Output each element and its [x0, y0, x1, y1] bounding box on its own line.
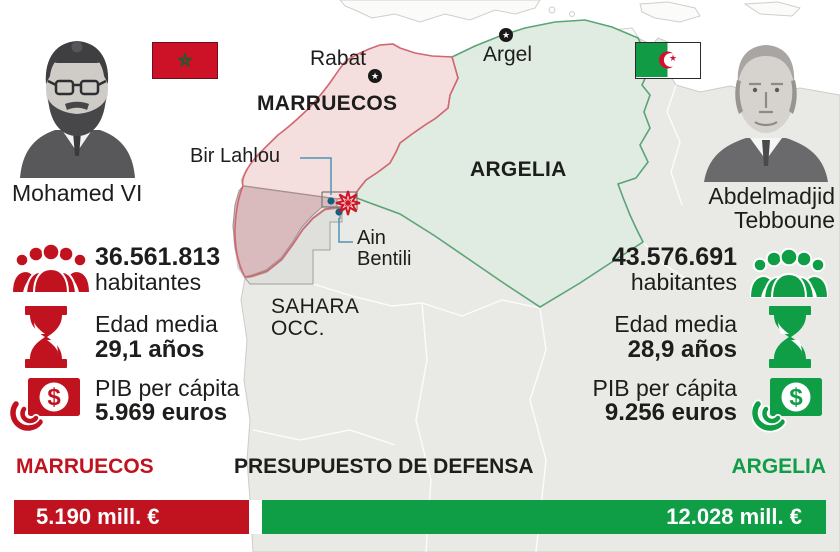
ain-bentili-label: Ain Bentili	[357, 227, 412, 270]
median-age-icon	[769, 306, 811, 368]
defense-algeria-label: ARGELIA	[731, 455, 827, 478]
berm-line	[234, 185, 355, 278]
morocco-budget-bar: 5.190 mill. €	[14, 500, 249, 534]
leader-lines	[300, 157, 353, 243]
algeria-flag	[635, 42, 701, 79]
algeria-map-label: ARGELIA	[470, 158, 567, 181]
morocco-map-label: MARRUECOS	[257, 92, 398, 115]
algiers-label: Argel	[483, 43, 533, 66]
gdp-icon: $	[752, 378, 822, 433]
svg-text:$: $	[47, 384, 61, 411]
defense-title: PRESUPUESTO DE DEFENSA	[234, 455, 534, 478]
country-borders	[252, 84, 723, 552]
tebboune-portrait	[704, 45, 828, 182]
western-sahara-label: SAHARA OCC.	[271, 295, 360, 340]
algeria-gdp-label: PIB per cápita	[592, 375, 737, 401]
morocco-age-label: Edad media	[95, 311, 218, 337]
algeria-flag-emblem-icon	[636, 43, 678, 77]
morocco-population-value: 36.561.813	[95, 243, 221, 271]
gdp-icon: $	[10, 378, 80, 433]
morocco-gdp-value: 5.969 euros	[95, 399, 228, 426]
population-icon	[12, 243, 90, 293]
algeria-age-value: 28,9 años	[627, 336, 737, 363]
median-age-icon	[25, 306, 67, 368]
population-icon	[750, 248, 828, 298]
morocco-flag	[152, 42, 218, 79]
morocco-gdp-label: PIB per cápita	[95, 375, 240, 401]
algeria-age-label: Edad media	[614, 311, 737, 337]
morocco-population-label: habitantes	[95, 269, 202, 295]
algeria-budget-bar: 12.028 mill. €	[262, 500, 826, 534]
morocco-leader-name: Mohamed VI	[12, 180, 143, 206]
morocco-flag-star-icon	[176, 51, 194, 68]
rabat-label: Rabat	[310, 47, 367, 70]
bir-lahlou-dot	[327, 197, 335, 205]
svg-text:$: $	[789, 384, 803, 411]
algiers-marker-icon: ★	[499, 28, 513, 42]
conflict-star-icon	[335, 190, 361, 216]
bir-lahlou-label: Bir Lahlou	[190, 145, 281, 167]
mohamed-vi-portrait	[20, 41, 135, 178]
defense-morocco-label: MARRUECOS	[16, 455, 154, 478]
algeria-gdp-value: 9.256 euros	[604, 399, 737, 426]
morocco-age-value: 29,1 años	[95, 336, 205, 363]
algeria-population-label: habitantes	[630, 269, 737, 295]
algeria-leader-name: Abdelmadjid Tebboune	[708, 183, 835, 233]
algeria-population-value: 43.576.691	[611, 243, 737, 271]
morocco-shape	[241, 43, 459, 200]
rabat-marker-icon: ★	[368, 69, 382, 83]
